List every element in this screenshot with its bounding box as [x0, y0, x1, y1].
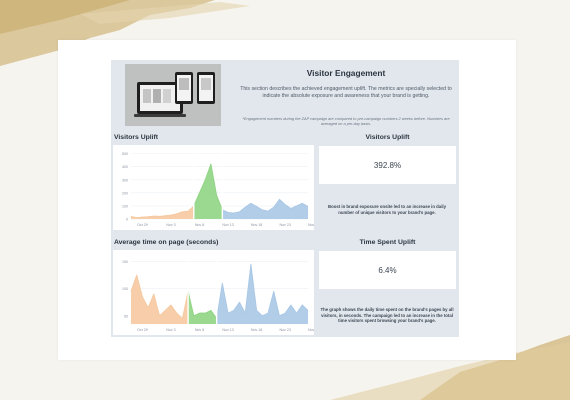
visitors-caption: Boost in brand exposure onsite led to an… — [328, 204, 446, 215]
visitors-y-tick-label: 500 — [122, 152, 128, 156]
time-line-campaign — [187, 291, 218, 319]
footnote: *Engagement numbers during the ZAP campa… — [242, 116, 450, 126]
visitors-x-tick-label: Nov 28 — [308, 223, 314, 227]
time-x-tick-label: Nov 8 — [195, 328, 204, 332]
visitors-x-tick-label: Nov 18 — [251, 223, 262, 227]
visitors-line-post — [222, 198, 309, 214]
visitors-line-pre — [130, 205, 195, 219]
time-uplift-value: 6.4% — [319, 251, 456, 289]
time-metric-title: Time Spent Uplift — [359, 239, 416, 246]
visitors-x-tick-label: Nov 8 — [195, 223, 204, 227]
visitors-y-tick-label: 300 — [122, 178, 128, 182]
visitors-uplift-value: 392.8% — [319, 146, 456, 184]
visitors-y-tick-label: 400 — [122, 165, 128, 169]
time-x-tick-label: Nov 13 — [222, 328, 233, 332]
visitors-area-post — [222, 199, 308, 219]
page-title: Visitor Engagement — [306, 68, 386, 78]
visitors-y-tick-label: 100 — [122, 204, 128, 208]
time-x-tick-label: Nov 23 — [279, 328, 290, 332]
visitors-area-campaign — [193, 164, 223, 219]
visitors-area-pre — [131, 205, 194, 219]
time-line-pre — [130, 274, 189, 320]
time-chart-title: Average time on page (seconds) — [114, 239, 219, 246]
visitors-x-tick-label: Oct 29 — [137, 223, 148, 227]
time-chart: 50 100 150 Oct 29 Nov 3 Nov 8 Nov 13 Nov 18 Nov … — [113, 250, 314, 335]
time-y-tick-label: 100 — [122, 287, 128, 291]
visitors-chart-title: Visitors Uplift — [114, 134, 159, 141]
time-caption: The graph shows the daily time spent on … — [320, 307, 454, 324]
visitors-x-tick-label: Nov 23 — [279, 223, 290, 227]
visitors-line-campaign — [193, 163, 223, 211]
time-y-tick-label: 150 — [122, 260, 128, 264]
time-x-tick-label: Nov 18 — [251, 328, 262, 332]
visitors-y-tick-label: 200 — [122, 191, 128, 195]
time-area-post — [216, 264, 308, 324]
visitors-x-tick-label: Nov 3 — [166, 223, 175, 227]
visitors-metric-title: Visitors Uplift — [365, 134, 410, 141]
time-y-tick-label: 50 — [124, 314, 128, 318]
time-x-tick-label: Nov 3 — [166, 328, 175, 332]
visitors-chart: 0 100 200 300 400 500 Oct 29 Nov 3 Nov 8 Nov 13 No… — [113, 145, 314, 230]
time-line-post — [216, 263, 309, 319]
visitors-x-tick-label: Nov 13 — [222, 223, 233, 227]
time-area-campaign — [188, 291, 217, 324]
devices-mockup-image — [125, 64, 221, 126]
time-x-tick-label: Oct 29 — [137, 328, 148, 332]
section-description: This section describes the achieved enga… — [240, 86, 452, 99]
time-x-tick-label: Nov 28 — [308, 328, 314, 332]
time-area-pre — [131, 275, 189, 324]
visitors-y-tick-label: 0 — [126, 218, 128, 222]
